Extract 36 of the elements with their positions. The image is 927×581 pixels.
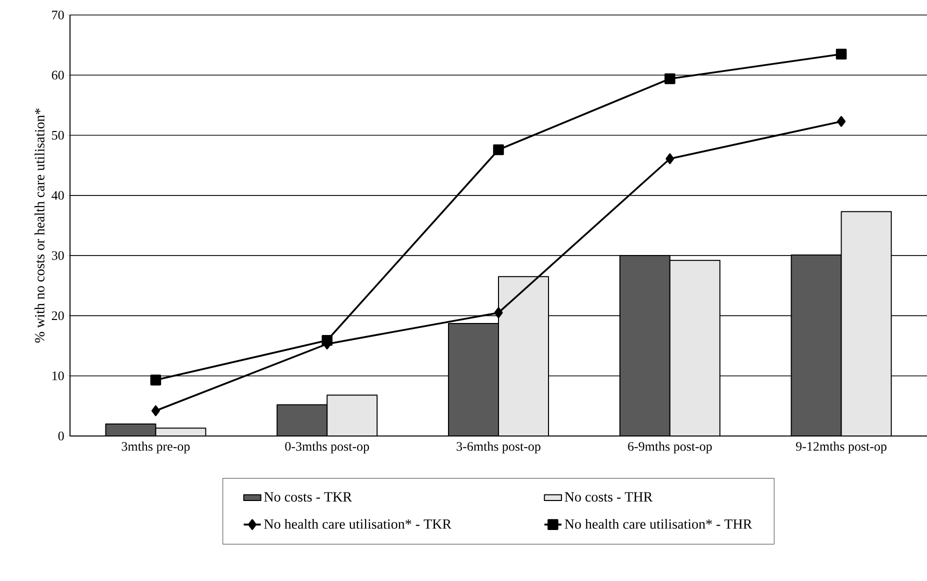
point [150,374,162,386]
y-tick-label: 10 [52,371,64,380]
bar [106,424,156,436]
bar [790,254,842,436]
bar [277,404,328,436]
x-tick-label: 0-3mths post-op [285,442,370,454]
y-tick-label: 70 [52,10,64,20]
y-tick-label: 40 [52,191,64,200]
y-tick-label: 20 [52,311,64,320]
point [666,153,674,164]
point [151,405,160,416]
x-tick-label: 3-6mths post-op [456,442,540,454]
y-tick-label: 0 [58,432,64,440]
point [322,334,333,346]
x-tick-label: 3mths pre-op [122,442,190,454]
bar [327,395,378,436]
y-tick-label: 30 [52,251,64,260]
point [494,307,503,318]
y-tick-label: 60 [52,70,64,80]
bar [498,276,548,436]
point [836,48,847,60]
y-tick-label: 50 [52,130,64,140]
x-tick-label: 6-9mths post-op [628,442,712,454]
legend-label: No health care utilisation* - THR [564,518,752,529]
y-axis-title: % with no costs or health care utilisation* [34,108,44,343]
legend-label: No health care utilisation* - TKR [264,518,452,529]
bar [620,256,670,436]
legend-label: No costs - THR [564,492,653,502]
bar [840,211,892,436]
point [664,73,676,84]
x-tick-label: 9-12mths post-op [796,442,886,454]
legend-label: No costs - TKR [264,492,352,502]
point [493,144,504,156]
bar [670,260,720,436]
point [837,116,846,127]
bar [448,324,498,436]
